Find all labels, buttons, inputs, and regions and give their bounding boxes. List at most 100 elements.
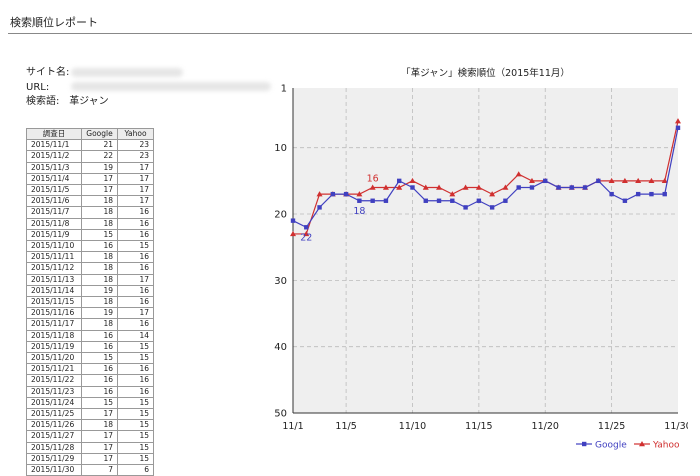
date-cell: 2015/11/11 bbox=[26, 251, 82, 264]
yahoo-rank-cell: 16 bbox=[117, 363, 154, 376]
google-rank-cell: 18 bbox=[81, 251, 118, 264]
google-data-point bbox=[436, 198, 442, 203]
date-cell: 2015/11/26 bbox=[26, 419, 82, 432]
google-data-point bbox=[662, 191, 667, 197]
url-label: URL: bbox=[26, 81, 50, 93]
google-rank-cell: 17 bbox=[81, 172, 118, 186]
table-row: 2015/11/19 16 15 bbox=[26, 340, 154, 354]
yahoo-data-point bbox=[489, 191, 496, 197]
table-row: 2015/11/5 17 17 bbox=[26, 184, 154, 197]
yahoo-data-point bbox=[621, 177, 628, 184]
table-row: 2015/11/28 17 15 bbox=[26, 441, 154, 454]
google-data-point bbox=[543, 178, 548, 184]
y-tick-label: 10 bbox=[274, 143, 287, 154]
title-divider bbox=[8, 33, 692, 34]
yahoo-data-point bbox=[661, 177, 668, 184]
yahoo-rank-cell: 17 bbox=[117, 161, 154, 174]
yahoo-data-point bbox=[515, 171, 522, 177]
y-tick-label: 30 bbox=[274, 276, 287, 287]
date-cell: 2015/11/6 bbox=[26, 195, 82, 208]
yahoo-data-point bbox=[290, 230, 296, 237]
google-data-point bbox=[410, 185, 415, 190]
yahoo-data-point bbox=[436, 184, 443, 190]
google-legend-marker bbox=[582, 441, 587, 447]
google-data-point bbox=[357, 198, 362, 203]
date-cell: 2015/11/20 bbox=[26, 352, 82, 365]
yahoo-series-line bbox=[293, 121, 679, 235]
google-data-point bbox=[450, 198, 455, 203]
google-rank-cell: 17 bbox=[81, 408, 118, 421]
google-rank-cell: 21 bbox=[81, 139, 118, 152]
x-tick-label: 11/1 bbox=[282, 421, 303, 432]
table-row: 2015/11/12 18 16 bbox=[26, 262, 154, 275]
date-cell: 2015/11/17 bbox=[26, 318, 82, 331]
google-rank-cell: 16 bbox=[81, 374, 118, 387]
table-row: 2015/11/15 18 16 bbox=[26, 296, 154, 309]
site-name-label: サイト名: bbox=[26, 67, 70, 78]
table-row: 2015/11/8 18 16 bbox=[26, 217, 154, 230]
table-row: 2015/11/3 19 17 bbox=[26, 161, 154, 174]
site-name-redacted bbox=[71, 67, 184, 77]
ranking-table: 調査日 Google Yahoo 2015/11/1 21 23 2015/11/2 2… bbox=[26, 127, 154, 476]
google-rank-cell: 18 bbox=[81, 296, 118, 309]
table-row: 2015/11/14 19 16 bbox=[26, 284, 154, 298]
date-cell: 2015/11/12 bbox=[26, 262, 82, 275]
yahoo-data-point bbox=[635, 177, 642, 184]
google-data-point bbox=[317, 205, 322, 210]
date-cell: 2015/11/21 bbox=[26, 363, 82, 376]
url-redacted bbox=[71, 82, 272, 91]
yahoo-rank-cell: 15 bbox=[117, 430, 154, 443]
google-data-point bbox=[330, 191, 336, 197]
google-rank-cell: 17 bbox=[81, 430, 118, 443]
google-data-point bbox=[569, 185, 574, 190]
yahoo-rank-cell: 17 bbox=[117, 172, 154, 186]
date-cell: 2015/11/2 bbox=[26, 150, 82, 163]
table-row: 2015/11/10 16 15 bbox=[26, 240, 154, 253]
date-cell: 2015/11/18 bbox=[26, 329, 82, 342]
google-data-point bbox=[489, 205, 495, 210]
data-label: 18 bbox=[353, 206, 365, 217]
site-name-row: サイト名: bbox=[26, 66, 271, 81]
y-tick-label: 50 bbox=[274, 409, 287, 420]
date-cell: 2015/11/23 bbox=[26, 385, 82, 398]
yahoo-data-point bbox=[356, 191, 363, 197]
table-row: 2015/11/27 17 15 bbox=[26, 430, 154, 443]
x-tick-label: 11/20 bbox=[532, 421, 559, 432]
google-data-point bbox=[516, 185, 521, 190]
y-tick-label: 1 bbox=[281, 84, 287, 95]
table-row: 2015/11/9 15 16 bbox=[26, 228, 154, 242]
google-data-point bbox=[463, 205, 468, 210]
google-data-point bbox=[304, 225, 309, 230]
table-row: 2015/11/6 18 17 bbox=[26, 195, 154, 208]
google-rank-cell: 18 bbox=[81, 206, 118, 219]
table-row: 2015/11/23 16 16 bbox=[26, 385, 154, 398]
google-rank-cell: 7 bbox=[81, 464, 118, 476]
google-data-point bbox=[635, 191, 641, 197]
table-header-row: 調査日 Google Yahoo bbox=[26, 127, 154, 141]
table-row: 2015/11/30 7 6 bbox=[26, 464, 154, 476]
google-rank-cell: 16 bbox=[81, 329, 118, 342]
date-cell: 2015/11/30 bbox=[26, 464, 82, 476]
yahoo-rank-cell: 23 bbox=[117, 139, 154, 152]
table-row: 2015/11/25 17 15 bbox=[26, 408, 154, 421]
google-data-point bbox=[383, 198, 389, 203]
data-label: 16 bbox=[367, 173, 379, 184]
yahoo-data-point bbox=[462, 184, 469, 190]
google-data-point bbox=[649, 191, 654, 197]
keyword-value: 革ジャン bbox=[69, 96, 109, 107]
yahoo-rank-cell: 16 bbox=[117, 284, 154, 298]
google-rank-cell: 15 bbox=[81, 396, 118, 410]
date-cell: 2015/11/29 bbox=[26, 452, 82, 466]
yahoo-rank-cell: 16 bbox=[117, 262, 154, 275]
date-cell: 2015/11/22 bbox=[26, 374, 82, 387]
google-series-line bbox=[292, 127, 679, 229]
yahoo-rank-cell: 15 bbox=[117, 352, 154, 365]
table-row: 2015/11/17 18 16 bbox=[26, 318, 154, 331]
google-data-point bbox=[582, 185, 588, 190]
google-rank-cell: 19 bbox=[81, 284, 118, 298]
table-row: 2015/11/1 21 23 bbox=[26, 139, 154, 152]
yahoo-data-point bbox=[475, 184, 482, 190]
date-cell: 2015/11/4 bbox=[26, 172, 82, 186]
yahoo-rank-cell: 14 bbox=[117, 329, 154, 342]
